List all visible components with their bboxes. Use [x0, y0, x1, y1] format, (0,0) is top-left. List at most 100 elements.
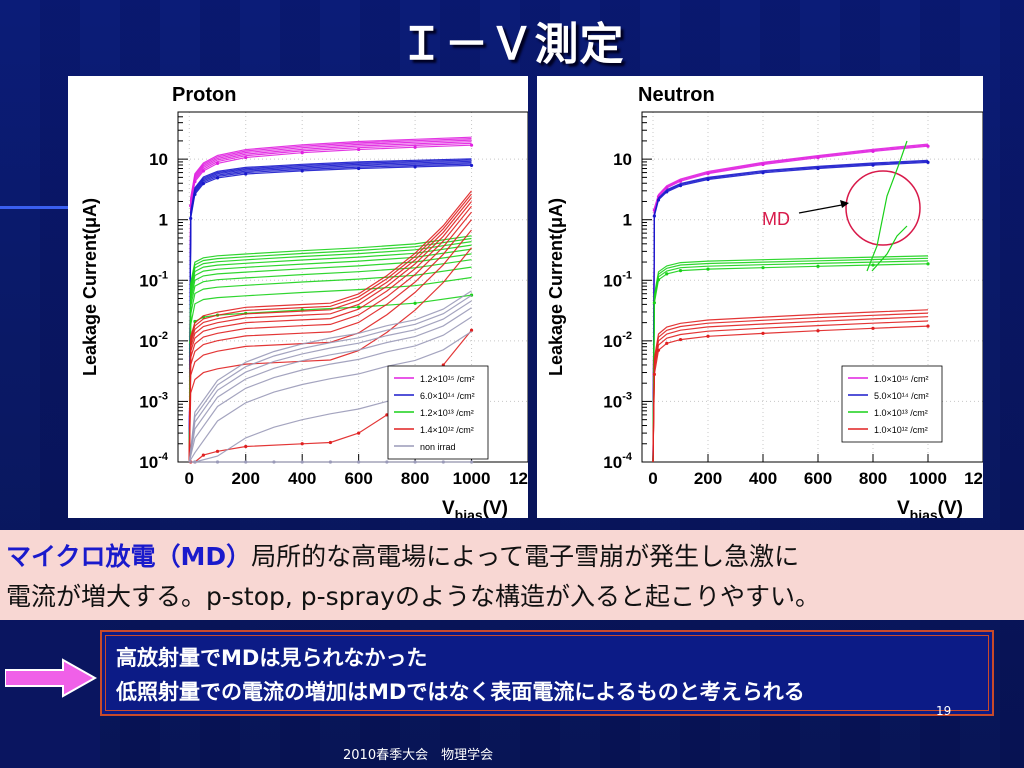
series-line — [652, 325, 929, 463]
y-axis-label: Leakage Current(μA) — [546, 198, 566, 376]
neutron-chart-panel: 0 200 400 600 800 1000 1200 10-4 10-3 10-2 10-1 1 10… — [537, 76, 983, 518]
legend-label: 1.0×10¹³ /cm² — [874, 408, 928, 418]
data-point — [215, 449, 220, 453]
data-point — [706, 267, 710, 271]
md-arrowhead — [840, 200, 849, 208]
series-line — [188, 241, 472, 463]
series-line — [188, 205, 472, 463]
data-point — [469, 460, 474, 464]
series-line — [188, 197, 472, 463]
breakdown-trace — [866, 140, 908, 272]
y-axis-label: Leakage Current(μA) — [80, 198, 100, 376]
x-tick-label: 1000 — [453, 469, 491, 488]
data-point — [706, 334, 710, 338]
x-tick-label: 400 — [288, 469, 316, 488]
data-point — [871, 263, 875, 267]
y-tick-label: 10-1 — [603, 269, 632, 290]
series-line — [188, 290, 472, 463]
series-line — [188, 294, 472, 463]
data-point — [871, 326, 875, 330]
y-tick-label: 10-1 — [139, 269, 168, 290]
explanation-text-1: 局所的な高電場によって電子雪崩が発生し急激に — [251, 542, 800, 571]
conclusion-line-2: 低照射量での電流の増加はMDではなく表面電流によるものと考えられる — [116, 680, 805, 704]
data-point — [357, 460, 361, 464]
legend-label: non irrad — [420, 442, 456, 452]
series-line — [188, 276, 472, 463]
plot-frame — [641, 111, 983, 463]
data-point — [357, 431, 361, 435]
y-tick-label: 10-4 — [603, 451, 633, 472]
series-line — [652, 320, 929, 463]
y-tick-label: 10-4 — [139, 451, 169, 472]
series-line — [188, 316, 472, 463]
data-point — [385, 460, 389, 464]
data-point — [244, 460, 248, 464]
data-point — [201, 453, 206, 457]
x-tick-label: 600 — [804, 469, 832, 488]
series-line — [188, 253, 472, 463]
y-tick-label: 10 — [149, 150, 168, 169]
data-point — [300, 151, 304, 155]
data-point — [272, 460, 276, 464]
md-label: MD — [762, 209, 790, 229]
md-term: マイクロ放電（MD） — [6, 542, 252, 571]
y-tick-label: 1 — [623, 211, 632, 230]
legend-label: 1.2×10¹³ /cm² — [420, 408, 474, 418]
series-line — [188, 211, 472, 463]
right-arrow-icon — [5, 658, 97, 698]
legend-label: 1.4×10¹² /cm² — [420, 425, 474, 435]
data-point — [441, 460, 445, 464]
series-line — [652, 159, 929, 463]
explanation-line-1: マイクロ放電（MD）局所的な高電場によって電子雪崩が発生し急激に — [6, 537, 799, 573]
series-line — [652, 309, 929, 463]
data-point — [816, 264, 820, 268]
series-group — [652, 143, 930, 463]
series-line — [652, 143, 929, 463]
y-tick-label: 10-2 — [139, 330, 168, 351]
decorative-line — [0, 206, 70, 209]
series-line — [188, 244, 472, 463]
y-tick-label: 10-3 — [603, 390, 632, 411]
series-line — [188, 158, 472, 463]
data-point — [244, 155, 248, 160]
data-point — [328, 440, 333, 445]
conclusion-line-1: 高放射量でMDは見られなかった — [116, 646, 428, 670]
data-point — [413, 145, 417, 149]
data-point — [761, 266, 765, 270]
explanation-box — [0, 530, 1024, 620]
series-line — [188, 190, 472, 463]
x-tick-label: 0 — [185, 469, 194, 488]
breakdown-trace — [871, 225, 908, 272]
data-point — [469, 143, 474, 147]
md-annotation: MD — [762, 140, 921, 272]
data-point — [678, 268, 683, 273]
data-point — [357, 305, 361, 309]
decorative-block — [0, 620, 100, 768]
series-line — [652, 255, 929, 463]
legend: 1.0×10¹⁵ /cm² 5.0×10¹⁴ /cm² 1.0×10¹³ /cm² 1… — [841, 365, 943, 443]
data-point — [926, 262, 930, 266]
footer-text: 2010春季大会 物理学会 — [343, 748, 494, 763]
proton-chart: 0 200 400 600 800 1000 1200 10-4 10-3 10-2 10-1 1 10… — [80, 84, 528, 518]
legend-label: 1.2×10¹⁵ /cm² — [420, 374, 475, 384]
series-line — [188, 330, 472, 463]
md-arrow-line — [798, 203, 848, 214]
legend-label: 5.0×10¹⁴ /cm² — [874, 391, 929, 401]
series-line — [188, 193, 472, 463]
data-point — [761, 331, 765, 335]
legend: 1.2×10¹⁵ /cm² 6.0×10¹⁴ /cm² 1.2×10¹³ /cm² 1… — [387, 365, 489, 460]
series-line — [188, 136, 472, 463]
data-point — [665, 272, 669, 276]
data-point — [816, 329, 820, 333]
x-tick-label: 800 — [859, 469, 887, 488]
page-number: 19 — [936, 704, 952, 718]
x-axis-label: Vbias(V) — [897, 498, 963, 518]
series-line — [188, 266, 472, 463]
x-tick-label: 1200 — [509, 469, 528, 488]
data-point — [215, 460, 220, 464]
y-tick-label: 10-2 — [603, 330, 632, 351]
legend-label: 1.0×10¹⁵ /cm² — [874, 374, 929, 384]
neutron-chart: 0 200 400 600 800 1000 1200 10-4 10-3 10-2 10-1 1 10… — [546, 84, 983, 518]
legend-label: 1.0×10¹² /cm² — [874, 425, 928, 435]
md-circle — [845, 170, 921, 246]
